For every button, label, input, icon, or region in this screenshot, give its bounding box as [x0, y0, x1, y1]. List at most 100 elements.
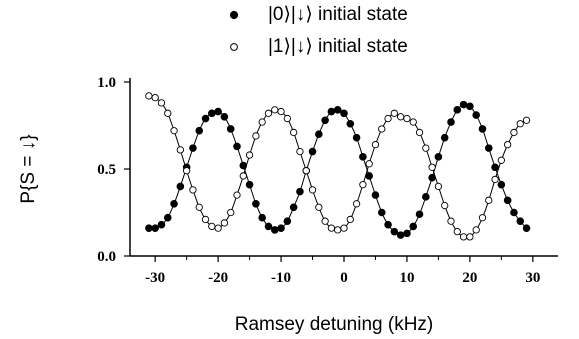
data-point-open — [321, 217, 329, 225]
data-point-filled — [296, 187, 304, 196]
data-point-open — [478, 214, 487, 222]
data-point-open — [233, 191, 241, 199]
data-point-filled — [226, 125, 235, 133]
legend-marker-filled — [229, 10, 239, 20]
data-point-open — [434, 182, 443, 191]
y-tick-label: 0.5 — [97, 162, 116, 178]
data-point-filled — [497, 180, 506, 189]
data-point-filled — [522, 224, 531, 232]
data-point-open — [384, 114, 392, 123]
data-point-open — [453, 227, 461, 236]
data-point-open — [428, 163, 436, 171]
data-point-filled — [352, 133, 361, 142]
data-point-filled — [189, 144, 197, 152]
legend-marker-open — [230, 43, 238, 51]
data-point-open — [182, 167, 191, 175]
data-point-filled — [277, 224, 285, 232]
data-point-open — [264, 109, 273, 117]
data-point-open — [176, 146, 185, 154]
data-point-open — [296, 147, 304, 156]
data-point-filled — [315, 130, 323, 139]
data-point-filled — [403, 229, 411, 238]
data-point-filled — [503, 196, 512, 205]
data-point-filled — [422, 193, 430, 201]
data-point-open — [371, 140, 380, 149]
data-point-filled — [145, 224, 153, 232]
data-point-open — [195, 203, 203, 211]
data-point-open — [390, 109, 399, 117]
data-point-open — [189, 186, 197, 194]
data-point-filled — [365, 172, 373, 180]
data-point-open — [151, 94, 159, 102]
data-point-open — [164, 109, 172, 117]
data-point-filled — [516, 217, 525, 226]
data-point-filled — [478, 125, 487, 133]
data-point-open — [510, 128, 518, 137]
data-point-filled — [510, 208, 518, 217]
x-tick-label: 20 — [462, 270, 477, 286]
axes: -30 -20 -10 0 10 20 30 0.0 0.5 1.0 Ramsey detuning… — [18, 75, 558, 335]
data-point-open — [491, 175, 499, 184]
data-point-open — [447, 217, 455, 225]
data-point-open — [485, 196, 493, 204]
data-point-open — [252, 132, 260, 140]
data-point-open — [258, 118, 266, 126]
data-point-filled — [245, 180, 254, 189]
data-point-open — [289, 128, 298, 137]
data-point-open — [239, 172, 247, 180]
data-point-filled — [157, 220, 166, 229]
data-point-open — [359, 181, 367, 189]
data-point-filled — [239, 161, 248, 170]
data-point-filled — [340, 109, 348, 118]
data-point-filled — [453, 106, 462, 114]
legend-label: |1⟩|↓⟩ initial state — [268, 36, 408, 57]
data-point-filled — [201, 114, 210, 123]
data-point-filled — [220, 113, 229, 121]
data-point-filled — [466, 102, 474, 111]
data-point-filled — [327, 107, 336, 116]
legend: |0⟩|↓⟩ initial state |1⟩|↓⟩ initial state — [229, 4, 408, 57]
x-tick-label: 30 — [525, 270, 540, 286]
data-point-filled — [415, 210, 424, 219]
fit-curve-1 — [148, 103, 527, 236]
data-point-filled — [176, 182, 185, 191]
data-point-open — [283, 114, 292, 123]
data-point-open — [422, 144, 430, 152]
x-tick-label: -20 — [208, 270, 228, 286]
data-point-filled — [214, 107, 222, 116]
data-point-filled — [434, 153, 443, 161]
data-point-filled — [484, 144, 493, 152]
data-point-filled — [170, 200, 178, 208]
data-point-filled — [384, 220, 392, 229]
data-point-open — [271, 106, 279, 114]
y-tick-label: 0.0 — [97, 249, 116, 265]
data-point-filled — [409, 222, 418, 231]
data-point-open — [201, 215, 210, 224]
data-point-open — [170, 127, 178, 135]
data-point-filled — [208, 109, 216, 118]
x-tick-label: -30 — [145, 270, 165, 286]
data-point-filled — [377, 208, 386, 217]
data-point-open — [277, 107, 285, 116]
data-point-filled — [252, 200, 260, 208]
x-tick-label: 10 — [399, 270, 414, 286]
data-point-filled — [308, 147, 317, 156]
data-point-filled — [447, 118, 455, 126]
data-point-filled — [289, 203, 298, 212]
data-point-open — [245, 151, 254, 159]
data-point-open — [472, 226, 480, 234]
data-point-open — [302, 167, 310, 175]
data-point-open — [208, 222, 216, 231]
data-point-filled — [440, 133, 449, 142]
y-tick-label: 1.0 — [97, 75, 116, 91]
data-point-open — [441, 201, 449, 210]
data-point-filled — [333, 106, 342, 114]
data-point-filled — [151, 224, 159, 232]
data-point-open — [308, 186, 317, 194]
data-point-open — [346, 215, 354, 224]
data-point-filled — [428, 173, 436, 182]
data-point-filled — [270, 226, 279, 234]
y-axis-label: P{S = ↓} — [18, 134, 39, 203]
